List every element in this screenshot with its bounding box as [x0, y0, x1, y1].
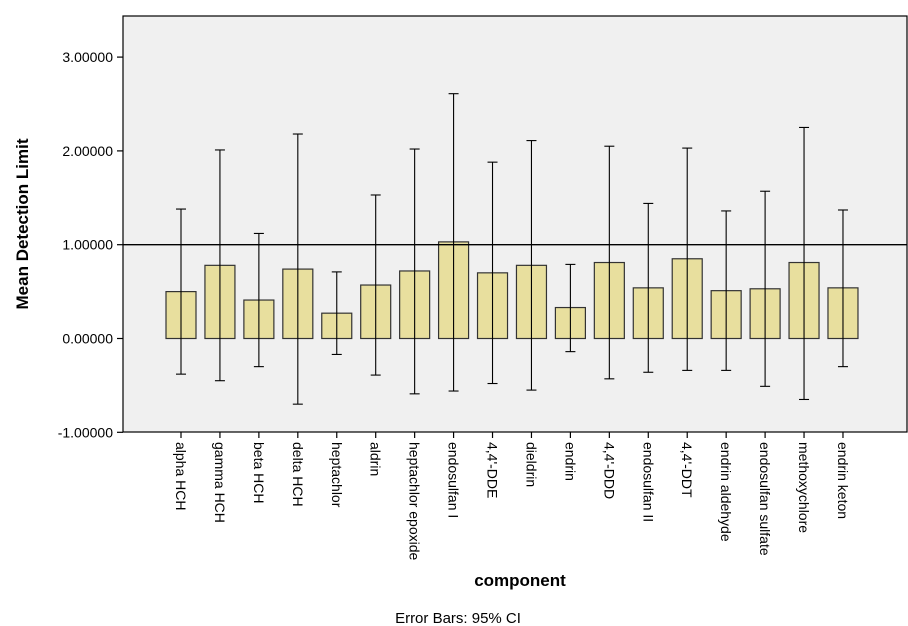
y-tick-label: 1.00000: [62, 237, 113, 253]
y-tick-label: 3.00000: [62, 49, 113, 65]
x-tick-label: heptachlor epoxide: [407, 442, 423, 561]
x-tick-label: delta HCH: [290, 442, 306, 507]
x-tick-label: beta HCH: [251, 442, 267, 503]
x-tick-label: 4,4'-DDT: [679, 442, 695, 498]
error-bars-footnote: Error Bars: 95% CI: [395, 610, 521, 626]
plot-frame: [122, 15, 908, 433]
error-bars-layer: [176, 93, 848, 405]
y-axis-title: Mean Detection Limit: [13, 138, 32, 309]
x-tick-label: gamma HCH: [212, 442, 228, 523]
y-tick-label: 0.00000: [62, 331, 113, 347]
x-axis-title: component: [474, 571, 566, 590]
x-axis: alpha HCH gamma HCH beta HCH delta HCH hepta…: [173, 432, 851, 561]
x-tick-label: aldrin: [368, 442, 384, 476]
x-tick-label: endosulfan sulfate: [757, 442, 773, 556]
x-tick-label: dieldrin: [523, 442, 539, 487]
x-tick-label: endrin: [562, 442, 578, 481]
x-tick-label: endosulfan II: [640, 442, 656, 522]
x-tick-label: endosulfan I: [446, 442, 462, 518]
x-tick-label: endrin aldehyde: [718, 442, 734, 542]
x-tick-label: 4,4'-DDE: [485, 442, 501, 498]
y-tick-label: -1.00000: [58, 424, 113, 440]
y-axis: -1.00000 0.00000 1.00000 2.00000 3.00000: [58, 49, 123, 440]
x-tick-label: 4,4'-DDD: [601, 442, 617, 499]
x-tick-label: heptachlor: [329, 442, 345, 508]
plot-area: [123, 16, 907, 432]
x-tick-label: endrin keton: [835, 442, 851, 519]
x-tick-label: methoxychlore: [796, 442, 812, 533]
y-tick-label: 2.00000: [62, 143, 113, 159]
x-tick-label: alpha HCH: [173, 442, 189, 510]
